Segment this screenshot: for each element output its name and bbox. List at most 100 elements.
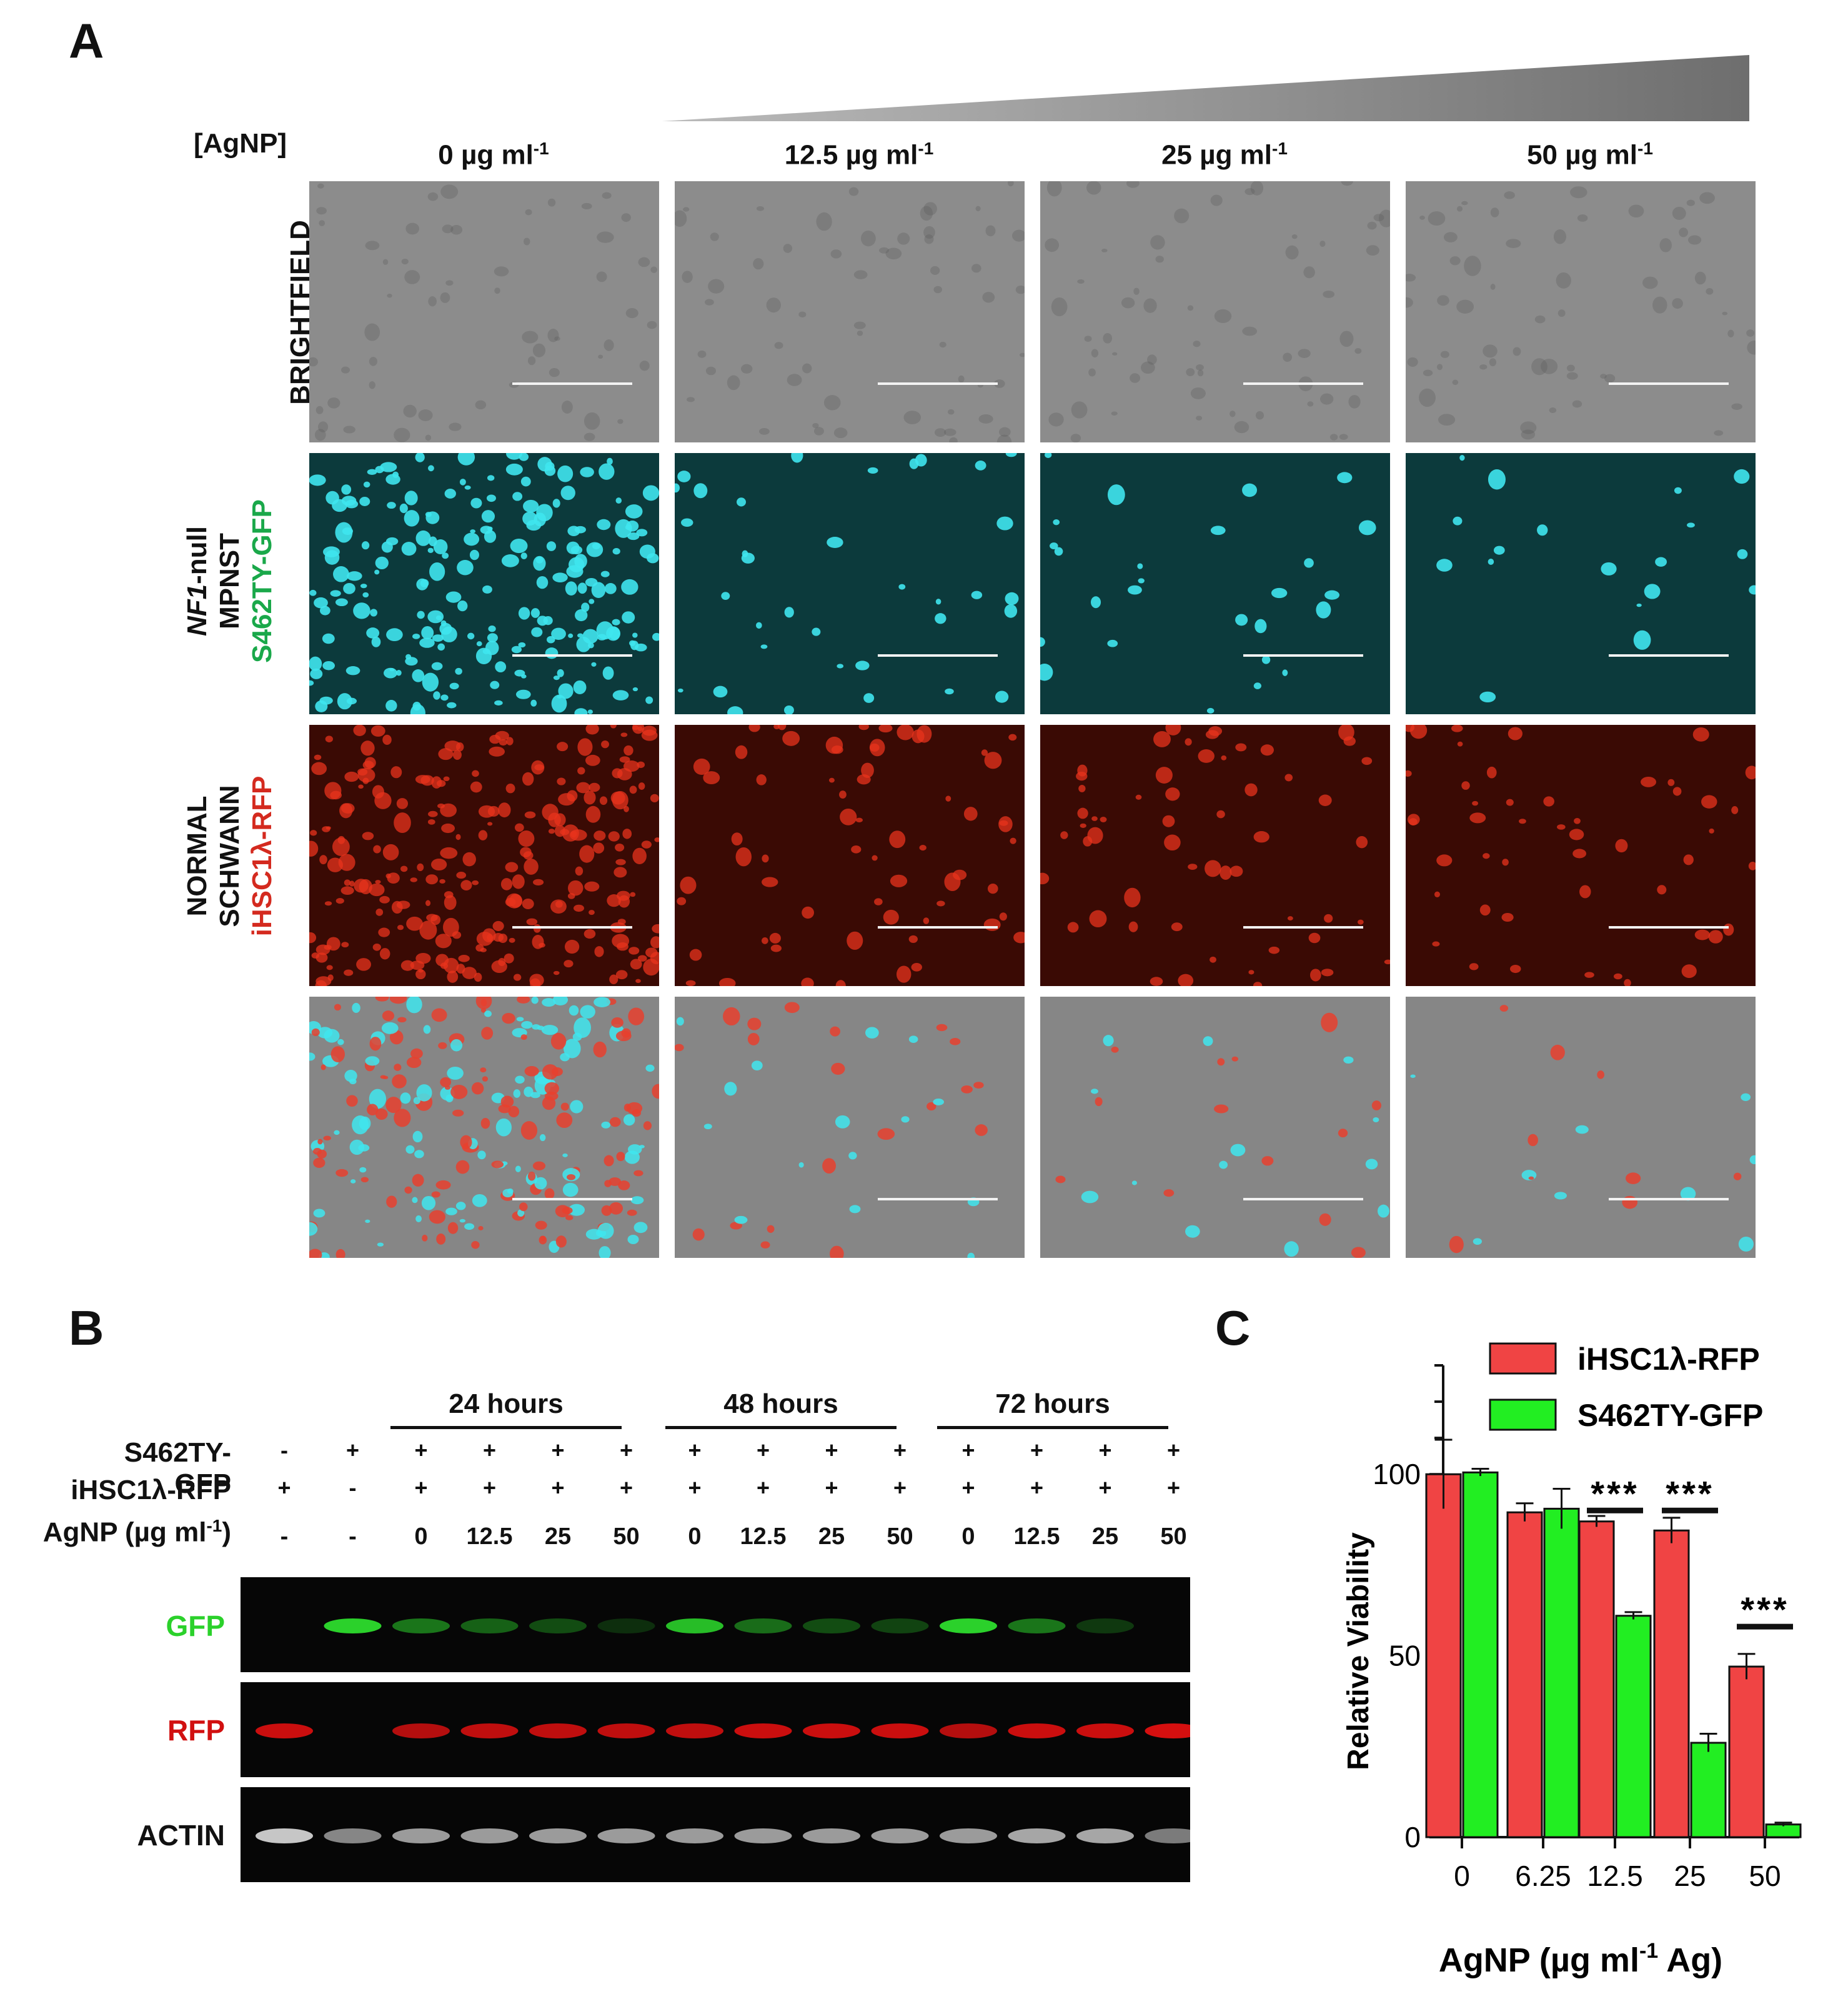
bar-ihsc1-rfp-0 xyxy=(1425,1473,1462,1838)
lane-14-agnp-symbol: 50 xyxy=(1160,1523,1187,1550)
panel-a-label: A xyxy=(69,13,104,68)
rfp-band-lane-1 xyxy=(256,1723,313,1738)
bar-s462ty-gfp-25 xyxy=(1690,1742,1727,1838)
actin-band-lane-8 xyxy=(734,1828,792,1843)
lane-6-agnp-symbol: 50 xyxy=(613,1523,640,1550)
scale-bar xyxy=(878,382,998,385)
actin-band-lane-5 xyxy=(529,1828,587,1843)
rfp-band-lane-12 xyxy=(1008,1723,1066,1738)
legend-label-1: iHSC1λ-RFP xyxy=(1577,1342,1760,1377)
lane-14-gfp-symbol: + xyxy=(1166,1437,1181,1463)
micrograph-gfp-0 xyxy=(309,453,659,714)
time-group-72h: 72 hours xyxy=(995,1388,1110,1419)
significance-label-50: *** xyxy=(1741,1590,1789,1629)
lane-11-rfp-symbol: + xyxy=(961,1475,975,1500)
lane-1-agnp-symbol: - xyxy=(280,1523,289,1550)
micrograph-gfp-25 xyxy=(1040,453,1390,714)
gfp-band-lane-6 xyxy=(597,1618,655,1633)
rfp-band-lane-6 xyxy=(597,1723,655,1738)
scale-bar xyxy=(1609,926,1729,929)
rfp-band-lane-10 xyxy=(871,1723,929,1738)
actin-band-lane-2 xyxy=(324,1828,382,1843)
lane-9-rfp-symbol: + xyxy=(825,1475,838,1500)
actin-band-lane-1 xyxy=(256,1828,313,1843)
y-tick-label: 0 xyxy=(1404,1821,1421,1853)
scale-bar xyxy=(1243,926,1363,929)
time-bracket-24h xyxy=(390,1426,622,1429)
time-group-48h: 48 hours xyxy=(723,1388,838,1419)
lane-4-agnp-symbol: 12.5 xyxy=(466,1523,513,1550)
y-tick-label: 50 xyxy=(1389,1640,1421,1672)
bar-ihsc1-rfp-6.25 xyxy=(1506,1511,1543,1838)
scale-bar xyxy=(878,926,998,929)
lane-2-rfp-symbol: - xyxy=(349,1475,357,1500)
micrograph-merge-12-5 xyxy=(675,997,1025,1258)
lane-12-gfp-symbol: + xyxy=(1030,1437,1044,1463)
scale-bar xyxy=(1243,1198,1363,1200)
viability-bar-chart: 0 50 100 Relative Viability 0 6.25 12.5 25 50 ***… xyxy=(1342,1342,1802,1979)
time-bracket-48h xyxy=(665,1426,897,1429)
scale-bar xyxy=(1609,654,1729,657)
row-label-mpnst: NF1-null MPNST S462TY-GFP xyxy=(182,499,277,663)
gfp-band-lane-3 xyxy=(392,1618,450,1633)
actin-band-lane-12 xyxy=(1008,1828,1066,1843)
scale-bar xyxy=(1243,382,1363,385)
column-label-12-5: 12.5 µg ml-1 xyxy=(784,139,934,171)
actin-band-lane-13 xyxy=(1076,1828,1134,1843)
lane-1-rfp-symbol: + xyxy=(277,1475,291,1500)
lane-13-rfp-symbol: + xyxy=(1098,1475,1112,1500)
micrograph-rfp-50 xyxy=(1406,725,1756,986)
rfp-band-lane-13 xyxy=(1076,1723,1134,1738)
lane-9-gfp-symbol: + xyxy=(825,1437,838,1463)
column-label-25: 25 µg ml-1 xyxy=(1161,139,1288,171)
bar-s462ty-gfp-12.5 xyxy=(1615,1615,1652,1838)
lane-1-gfp-symbol: - xyxy=(281,1437,288,1463)
lane-7-gfp-symbol: + xyxy=(688,1437,702,1463)
gfp-band-lane-9 xyxy=(803,1618,860,1633)
lane-8-gfp-symbol: + xyxy=(756,1437,770,1463)
rfp-blot xyxy=(241,1682,1203,1777)
rfp-band-lane-3 xyxy=(392,1723,450,1738)
blot-label-rfp: RFP xyxy=(167,1714,225,1747)
lane-12-agnp-symbol: 12.5 xyxy=(1013,1523,1060,1550)
micrograph-merge-50 xyxy=(1406,997,1756,1258)
x-axis-label: AgNP (µg ml-1 Ag) xyxy=(1439,1939,1722,1979)
micrograph-brightfield-12-5 xyxy=(675,181,1025,442)
bar-s462ty-gfp-0 xyxy=(1462,1471,1499,1838)
lane-11-gfp-symbol: + xyxy=(961,1437,975,1463)
lane-4-gfp-symbol: + xyxy=(482,1437,497,1463)
lane-13-gfp-symbol: + xyxy=(1098,1437,1112,1463)
gfp-blot xyxy=(241,1577,1190,1672)
rfp-band-lane-11 xyxy=(940,1723,997,1738)
x-tick-label: 6.25 xyxy=(1515,1860,1571,1892)
gfp-band-lane-5 xyxy=(529,1618,587,1633)
row-label-schwann: NORMAL SCHWANN iHSC1λ-RFP xyxy=(182,775,277,937)
actin-band-lane-6 xyxy=(597,1828,655,1843)
micrograph-gfp-12-5 xyxy=(675,453,1025,714)
lane-13-agnp-symbol: 25 xyxy=(1091,1523,1119,1550)
panel-b-label: B xyxy=(69,1300,104,1355)
column-label-0: 0 µg ml-1 xyxy=(438,139,549,171)
lane-12-rfp-symbol: + xyxy=(1030,1475,1044,1500)
time-bracket-72h xyxy=(937,1426,1168,1429)
scale-bar xyxy=(1609,1198,1729,1200)
lane-8-rfp-symbol: + xyxy=(756,1475,770,1500)
rfp-band-lane-8 xyxy=(734,1723,792,1738)
x-tick-label: 25 xyxy=(1674,1860,1706,1892)
actin-band-lane-4 xyxy=(460,1828,519,1843)
actin-band-lane-9 xyxy=(803,1828,860,1843)
scale-bar xyxy=(878,1198,998,1200)
significance-label-25: *** xyxy=(1666,1473,1714,1513)
panel-c-label: C xyxy=(1215,1300,1251,1355)
scale-bar xyxy=(1609,382,1729,385)
legend-label-2: S462TY-GFP xyxy=(1577,1398,1763,1433)
actin-band-lane-11 xyxy=(940,1828,997,1843)
rfp-band-lane-7 xyxy=(666,1723,723,1738)
lane-5-agnp-symbol: 25 xyxy=(544,1523,572,1550)
significance-label-12.5: *** xyxy=(1591,1473,1639,1513)
blot-label-gfp: GFP xyxy=(166,1610,225,1642)
row-label-agnp: AgNP (µg ml-1) xyxy=(42,1516,231,1548)
gfp-band-lane-13 xyxy=(1076,1618,1134,1633)
x-tick-label: 12.5 xyxy=(1587,1860,1643,1892)
lane-9-agnp-symbol: 25 xyxy=(818,1523,845,1550)
